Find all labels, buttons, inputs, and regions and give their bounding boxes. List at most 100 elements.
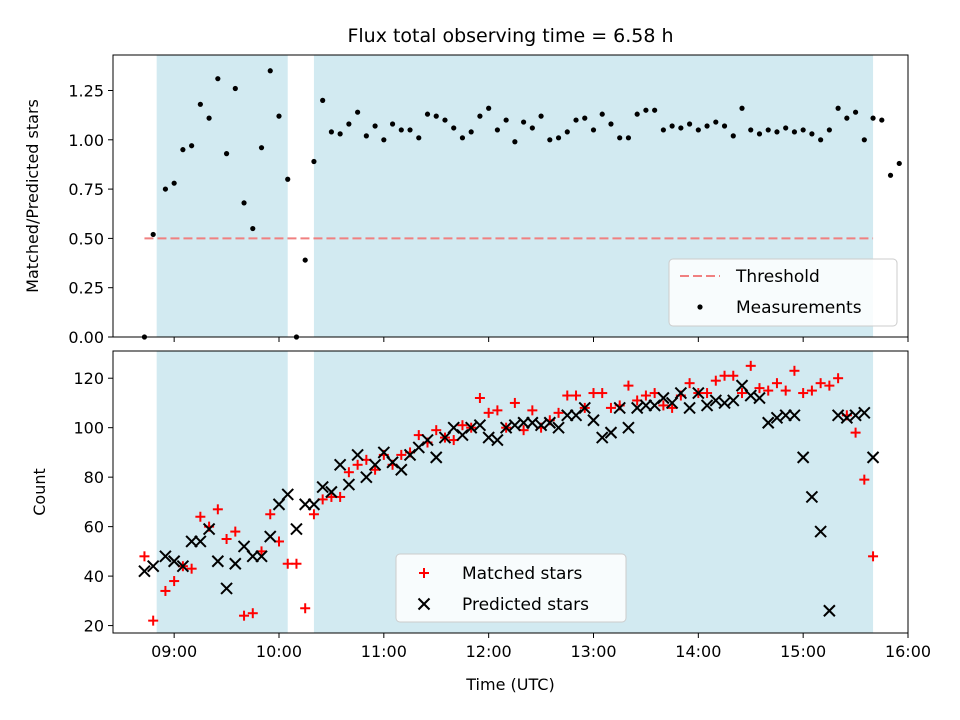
measurement-point xyxy=(617,135,623,141)
matched-star-point xyxy=(623,380,634,391)
y-tick-label: 0.50 xyxy=(68,229,104,248)
measurement-point xyxy=(433,113,439,119)
matched-star-point xyxy=(658,400,669,411)
measurement-point xyxy=(564,129,570,135)
matched-star-point xyxy=(850,427,861,438)
bottom-legend: Matched stars Predicted stars xyxy=(395,553,627,623)
matched-star-point xyxy=(702,388,713,399)
predicted-star-point xyxy=(665,396,679,410)
matched-star-point xyxy=(474,393,485,403)
predicted-star-point xyxy=(657,391,670,405)
measurement-point xyxy=(756,131,763,137)
measurement-point xyxy=(599,111,605,117)
predicted-star-point xyxy=(630,401,644,415)
measurement-point xyxy=(547,137,553,143)
y-tick-label: 0.00 xyxy=(68,328,104,347)
y-tick-label: 0.25 xyxy=(68,279,104,298)
matched-star-point xyxy=(719,370,730,381)
predicted-star-point xyxy=(438,431,452,444)
measurement-point xyxy=(267,68,273,74)
matched-star-point xyxy=(754,383,765,394)
predicted-star-point xyxy=(700,399,714,412)
matched-star-point xyxy=(745,360,756,371)
measurement-point xyxy=(844,115,850,121)
measurement-point xyxy=(887,172,894,178)
x-tick-label: 15:00 xyxy=(780,642,826,661)
measurement-point xyxy=(215,76,221,82)
measurement-point xyxy=(582,115,588,121)
legend-box xyxy=(395,553,627,623)
measurement-point xyxy=(826,127,832,133)
predicted-star-point xyxy=(796,451,810,464)
bottom-y-ticks: 20 40 60 80 100 120 xyxy=(73,369,113,636)
measurement-point xyxy=(451,125,457,131)
matched-star-point xyxy=(396,449,407,460)
y-tick-label: 20 xyxy=(84,617,104,636)
predicted-star-point xyxy=(753,391,766,405)
predicted-star-point xyxy=(718,396,731,410)
predicted-star-point xyxy=(552,421,565,434)
predicted-star-point xyxy=(709,394,723,407)
matched-star-point xyxy=(588,388,599,399)
predicted-star-point xyxy=(146,560,160,573)
top-axes-frame xyxy=(112,54,909,338)
measurement-point xyxy=(398,127,404,133)
predicted-star-point xyxy=(307,498,321,511)
measurement-point xyxy=(590,127,597,133)
measurement-point xyxy=(608,121,614,127)
y-tick-label: 1.00 xyxy=(68,131,104,150)
top-y-ticks: 0.00 0.25 0.50 0.75 1.00 1.25 xyxy=(68,81,113,347)
matched-star-point xyxy=(859,474,870,485)
measurement-point xyxy=(285,176,291,182)
measurement-point xyxy=(180,147,186,153)
measurement-point xyxy=(150,231,156,238)
measurement-point xyxy=(346,121,352,127)
measurement-point xyxy=(748,127,754,133)
measurement-point xyxy=(442,117,448,123)
matched-star-point xyxy=(326,491,337,502)
matched-star-point xyxy=(597,388,608,399)
predicted-star-point xyxy=(167,555,181,568)
measurement-point xyxy=(276,113,282,119)
matched-star-point xyxy=(343,467,354,478)
matched-star-point xyxy=(780,385,791,396)
measurement-point xyxy=(573,117,579,123)
measurement-point xyxy=(686,121,693,127)
observing-interval-0 xyxy=(156,55,288,337)
y-tick-label: 120 xyxy=(73,369,104,388)
bottom-x-ticks: 09:00 10:00 11:00 12:00 13:00 14:00 15:00 16:00 xyxy=(151,633,931,661)
y-tick-label: 100 xyxy=(73,419,104,438)
matched-star-point xyxy=(352,459,363,470)
predicted-star-point xyxy=(325,485,338,499)
matched-star-point xyxy=(160,585,171,596)
predicted-star-point xyxy=(788,409,801,422)
matched-star-point xyxy=(833,373,844,384)
matched-star-point xyxy=(370,464,381,475)
matched-star-point xyxy=(737,388,748,399)
legend-box xyxy=(668,258,898,327)
measurement-point xyxy=(521,119,527,125)
predicted-star-point xyxy=(220,582,233,595)
measurement-point xyxy=(250,225,256,232)
matched-star-point xyxy=(527,405,538,416)
matched-star-point xyxy=(195,511,206,522)
predicted-star-point xyxy=(762,416,775,429)
measurement-point xyxy=(372,123,378,129)
y-tick-label: 0.75 xyxy=(68,180,104,199)
predicted-star-point xyxy=(421,433,434,447)
measurement-point xyxy=(424,111,431,117)
measurement-point xyxy=(197,101,203,107)
matched-star-point xyxy=(789,365,800,376)
top-y-axis-label: Matched/Predicted stars xyxy=(23,99,42,293)
matched-star-point xyxy=(483,407,494,418)
top-legend: Threshold Measurements xyxy=(668,258,898,327)
predicted-star-point xyxy=(417,597,431,611)
predicted-star-point xyxy=(272,498,286,511)
predicted-star-point xyxy=(395,463,408,476)
measurement-point xyxy=(730,133,736,139)
x-tick-label: 11:00 xyxy=(361,642,407,661)
measurement-point xyxy=(320,97,326,103)
predicted-star-point xyxy=(831,409,845,422)
measurement-point xyxy=(870,115,876,121)
measurement-point xyxy=(381,137,387,143)
